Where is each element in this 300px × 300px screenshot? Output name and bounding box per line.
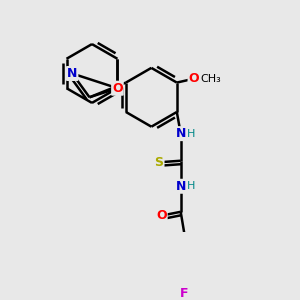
Text: F: F: [180, 287, 189, 300]
Text: O: O: [156, 209, 167, 222]
Text: S: S: [154, 156, 164, 169]
Text: H: H: [187, 181, 196, 191]
Text: O: O: [112, 82, 123, 95]
Text: CH₃: CH₃: [200, 74, 221, 84]
Text: H: H: [187, 129, 196, 139]
Text: N: N: [176, 127, 186, 140]
Text: O: O: [188, 72, 199, 85]
Text: N: N: [67, 67, 77, 80]
Text: N: N: [176, 180, 186, 193]
